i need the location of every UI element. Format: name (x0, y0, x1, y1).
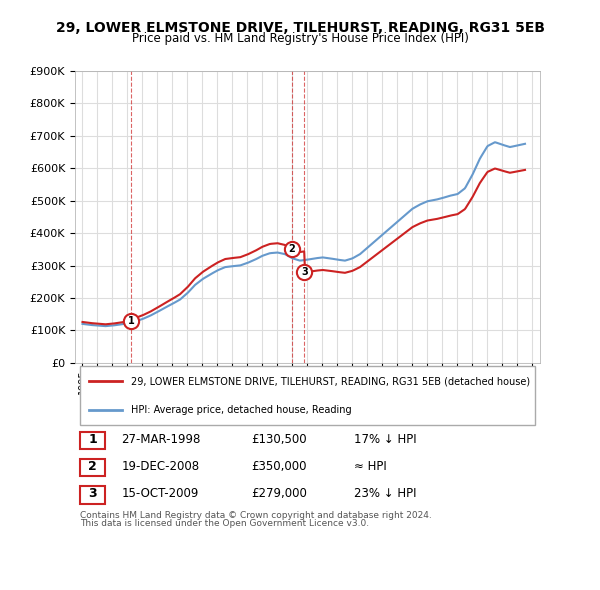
FancyBboxPatch shape (80, 366, 535, 425)
Text: 2: 2 (289, 244, 295, 254)
Text: Price paid vs. HM Land Registry's House Price Index (HPI): Price paid vs. HM Land Registry's House … (131, 32, 469, 45)
Text: 29, LOWER ELMSTONE DRIVE, TILEHURST, READING, RG31 5EB: 29, LOWER ELMSTONE DRIVE, TILEHURST, REA… (56, 21, 545, 35)
Text: 23% ↓ HPI: 23% ↓ HPI (354, 487, 416, 500)
Text: Contains HM Land Registry data © Crown copyright and database right 2024.: Contains HM Land Registry data © Crown c… (80, 511, 431, 520)
Text: HPI: Average price, detached house, Reading: HPI: Average price, detached house, Read… (131, 405, 352, 415)
FancyBboxPatch shape (80, 432, 105, 449)
Text: 3: 3 (301, 267, 308, 277)
Text: 1: 1 (88, 433, 97, 446)
Point (287, 244, 297, 254)
Text: 17% ↓ HPI: 17% ↓ HPI (354, 433, 416, 446)
Text: This data is licensed under the Open Government Licence v3.0.: This data is licensed under the Open Gov… (80, 519, 369, 527)
FancyBboxPatch shape (80, 459, 105, 477)
Text: £350,000: £350,000 (252, 460, 307, 473)
Text: 15-OCT-2009: 15-OCT-2009 (121, 487, 199, 500)
Point (126, 316, 136, 325)
Text: £130,500: £130,500 (252, 433, 307, 446)
Text: 27-MAR-1998: 27-MAR-1998 (121, 433, 201, 446)
Text: 2: 2 (88, 460, 97, 473)
Text: 29, LOWER ELMSTONE DRIVE, TILEHURST, READING, RG31 5EB (detached house): 29, LOWER ELMSTONE DRIVE, TILEHURST, REA… (131, 376, 530, 386)
Text: 1: 1 (128, 316, 134, 326)
Text: £279,000: £279,000 (252, 487, 308, 500)
Point (299, 268, 309, 277)
FancyBboxPatch shape (80, 486, 105, 504)
Text: 19-DEC-2008: 19-DEC-2008 (121, 460, 200, 473)
Text: 3: 3 (88, 487, 97, 500)
Text: ≈ HPI: ≈ HPI (354, 460, 387, 473)
